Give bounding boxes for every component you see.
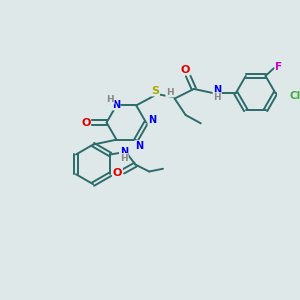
Text: N: N	[120, 147, 128, 157]
Text: S: S	[152, 86, 159, 96]
Text: H: H	[166, 88, 173, 97]
Text: Cl: Cl	[290, 91, 300, 101]
Text: F: F	[275, 62, 282, 72]
Text: H: H	[106, 95, 114, 104]
Text: N: N	[213, 85, 221, 95]
Text: H: H	[213, 93, 221, 102]
Text: O: O	[113, 168, 122, 178]
Text: H: H	[120, 154, 128, 163]
Text: O: O	[81, 118, 91, 128]
Text: N: N	[148, 115, 156, 125]
Text: N: N	[135, 141, 143, 151]
Text: O: O	[181, 65, 190, 75]
Text: N: N	[112, 100, 120, 110]
